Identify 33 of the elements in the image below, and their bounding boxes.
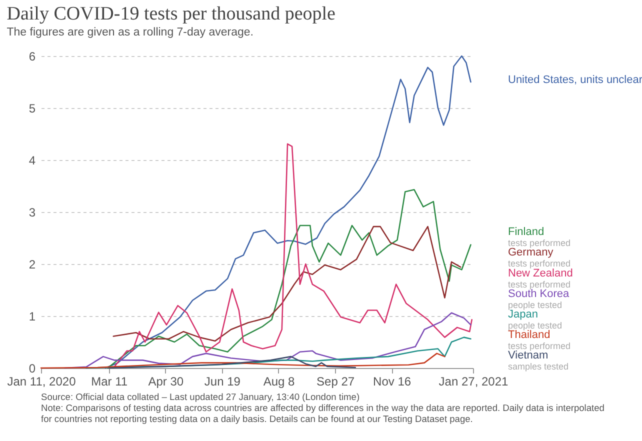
text: Finland tests performed: [508, 226, 571, 248]
text: New Zealand tests performed: [508, 267, 573, 290]
text: Note: Comparisons of testing data across countries are affected by differences in the way the data are reported. Daily data is interpolated for countries not reporting testing data on a daily basis. Details can be found at our Testing Dataset page.: [41, 403, 604, 424]
line-series: [107, 188, 472, 369]
x-tick-label: Jun 19: [204, 374, 241, 388]
y-tick-label: 1: [28, 310, 36, 324]
line-series: [112, 226, 462, 342]
y-tick-label: 3: [28, 206, 36, 220]
line-series: [104, 55, 472, 369]
y-tick-label: 5: [28, 102, 36, 116]
x-tick-label: Nov 16: [373, 374, 412, 388]
chart-subtitle: The figures are given as a rolling 7-day average.: [6, 26, 254, 38]
x-tick-label: Aug 8: [263, 374, 295, 388]
source-note: Source: Official data collated – Last updated 27 January, 13:40 (London time): [41, 392, 360, 402]
chart-title: Daily COVID-19 tests per thousand people: [6, 4, 336, 24]
x-tick-label: Apr 30: [148, 374, 184, 388]
line-series: [108, 356, 356, 369]
y-tick-label: 2: [28, 258, 36, 272]
text: United States, units unclear: [508, 74, 642, 86]
y-tick-label: 4: [28, 154, 36, 168]
x-tick-label: Mar 11: [91, 374, 128, 388]
x-tick-label: Jan 27, 2021: [438, 374, 509, 388]
y-tick-label: 0: [28, 362, 36, 376]
text: South Korea people tested: [508, 288, 570, 310]
line-series: [40, 352, 446, 369]
text: Vietnam samples tested: [508, 350, 569, 372]
text: Germany tests performed: [508, 246, 571, 269]
x-tick-label: Sep 27: [316, 374, 355, 388]
x-tick-label: Jan 11, 2020: [7, 374, 76, 388]
text: Thailand tests performed: [508, 329, 571, 352]
line-series: [112, 143, 473, 369]
y-tick-label: 6: [28, 50, 36, 64]
text: Japan people tested: [508, 308, 562, 331]
